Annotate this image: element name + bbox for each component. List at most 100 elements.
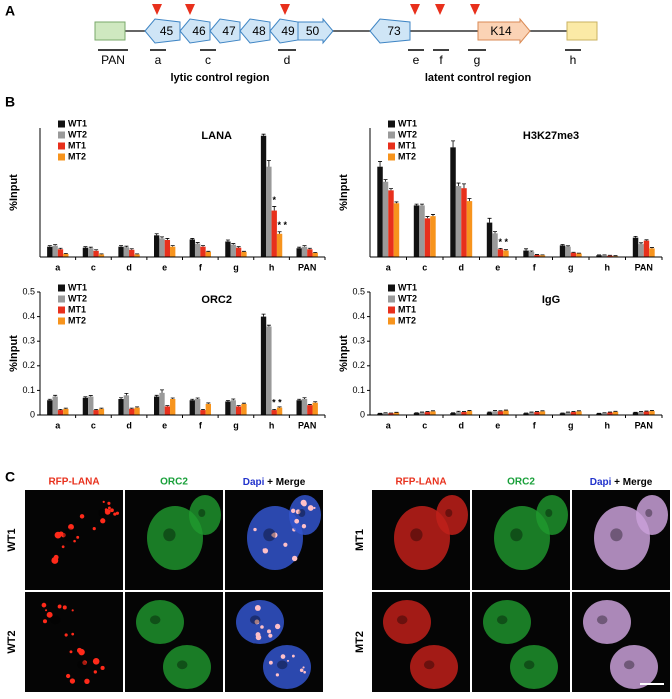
nucleus bbox=[163, 645, 211, 689]
error-bar bbox=[278, 232, 282, 234]
legend-label: WT2 bbox=[398, 129, 417, 139]
bar bbox=[52, 246, 57, 257]
column-label-part: + bbox=[611, 477, 620, 488]
bar bbox=[225, 401, 230, 415]
x-tick-label: c bbox=[422, 262, 427, 272]
error-bar bbox=[155, 234, 159, 236]
nucleus bbox=[410, 645, 458, 689]
error-bar bbox=[130, 249, 134, 250]
bar bbox=[159, 238, 164, 257]
bar bbox=[377, 167, 382, 257]
bar bbox=[206, 404, 211, 415]
error-bar bbox=[308, 248, 312, 249]
error-bar bbox=[297, 399, 301, 400]
error-bar bbox=[171, 398, 175, 399]
bar bbox=[313, 253, 318, 257]
bar bbox=[190, 239, 195, 257]
x-tick-label: d bbox=[126, 262, 132, 272]
bar bbox=[170, 399, 175, 415]
chart-title: ORC2 bbox=[201, 294, 232, 306]
nucleus bbox=[510, 645, 558, 689]
legend-label: WT1 bbox=[68, 282, 87, 292]
error-bar bbox=[389, 189, 393, 191]
y-tick-label: 0.1 bbox=[22, 385, 35, 395]
y-tick-label: 0.5 bbox=[22, 286, 35, 296]
foci bbox=[313, 507, 315, 509]
bar bbox=[261, 136, 266, 257]
error-bar bbox=[171, 246, 175, 247]
nucleolus bbox=[545, 509, 552, 517]
bar bbox=[134, 408, 139, 415]
bar bbox=[206, 252, 211, 257]
foci bbox=[45, 609, 47, 611]
bar bbox=[529, 252, 534, 257]
nucleus bbox=[536, 495, 568, 535]
bar bbox=[266, 167, 271, 257]
error-bar bbox=[303, 246, 307, 247]
x-tick-label: PAN bbox=[298, 262, 316, 272]
foci bbox=[65, 633, 68, 636]
legend-swatch bbox=[388, 143, 395, 150]
nucleus bbox=[383, 600, 431, 644]
nucleolus bbox=[645, 509, 652, 517]
error-bar bbox=[313, 252, 317, 253]
bar bbox=[225, 242, 230, 257]
bar bbox=[266, 326, 271, 415]
x-tick-label: f bbox=[199, 262, 203, 272]
error-bar bbox=[135, 254, 139, 255]
x-tick-label: c bbox=[422, 420, 427, 430]
nucleolus bbox=[277, 660, 288, 669]
x-tick-label: a bbox=[55, 262, 61, 272]
bar bbox=[170, 247, 175, 257]
nucleolus bbox=[250, 615, 261, 624]
error-bar bbox=[634, 236, 638, 237]
error-bar bbox=[119, 398, 123, 399]
row-label: WT2 bbox=[6, 630, 18, 653]
nucleolus bbox=[98, 509, 105, 517]
legend-label: MT1 bbox=[398, 304, 416, 314]
legend-swatch bbox=[388, 307, 395, 314]
error-bar bbox=[89, 247, 93, 248]
legend-swatch bbox=[388, 318, 395, 325]
bar bbox=[241, 404, 246, 415]
bar bbox=[47, 400, 52, 415]
nucleus bbox=[636, 495, 668, 535]
legend-swatch bbox=[58, 318, 65, 325]
error-bar bbox=[457, 183, 461, 186]
foci bbox=[66, 674, 70, 678]
latent-label: latent control region bbox=[425, 72, 532, 84]
legend-swatch bbox=[58, 307, 65, 314]
foci bbox=[275, 624, 280, 629]
bar bbox=[503, 251, 508, 257]
nucleolus bbox=[445, 509, 452, 517]
foci bbox=[108, 507, 111, 510]
error-bar bbox=[160, 237, 164, 239]
bar bbox=[487, 223, 492, 257]
foci bbox=[302, 666, 304, 668]
x-tick-label: f bbox=[533, 262, 537, 272]
foci bbox=[76, 536, 79, 539]
x-tick-label: g bbox=[568, 420, 574, 430]
error-bar bbox=[124, 246, 128, 247]
x-tick-label: d bbox=[459, 420, 465, 430]
foci bbox=[103, 501, 105, 503]
significance: * * bbox=[277, 220, 287, 230]
x-tick-label: h bbox=[269, 262, 275, 272]
bar bbox=[450, 147, 455, 257]
error-bar bbox=[135, 407, 139, 408]
column-label: RFP-LANA bbox=[395, 477, 446, 488]
error-bar bbox=[267, 325, 271, 326]
foci bbox=[93, 527, 96, 530]
panel-label: C bbox=[5, 469, 15, 485]
error-bar bbox=[262, 134, 266, 136]
bar bbox=[272, 410, 277, 415]
bar bbox=[83, 248, 88, 257]
foci bbox=[77, 648, 82, 653]
bar bbox=[58, 410, 63, 415]
foci bbox=[267, 629, 271, 633]
x-tick-label: a bbox=[386, 262, 392, 272]
foci bbox=[42, 603, 47, 608]
foci bbox=[58, 605, 62, 609]
bar bbox=[165, 406, 170, 415]
legend-swatch bbox=[388, 285, 395, 292]
